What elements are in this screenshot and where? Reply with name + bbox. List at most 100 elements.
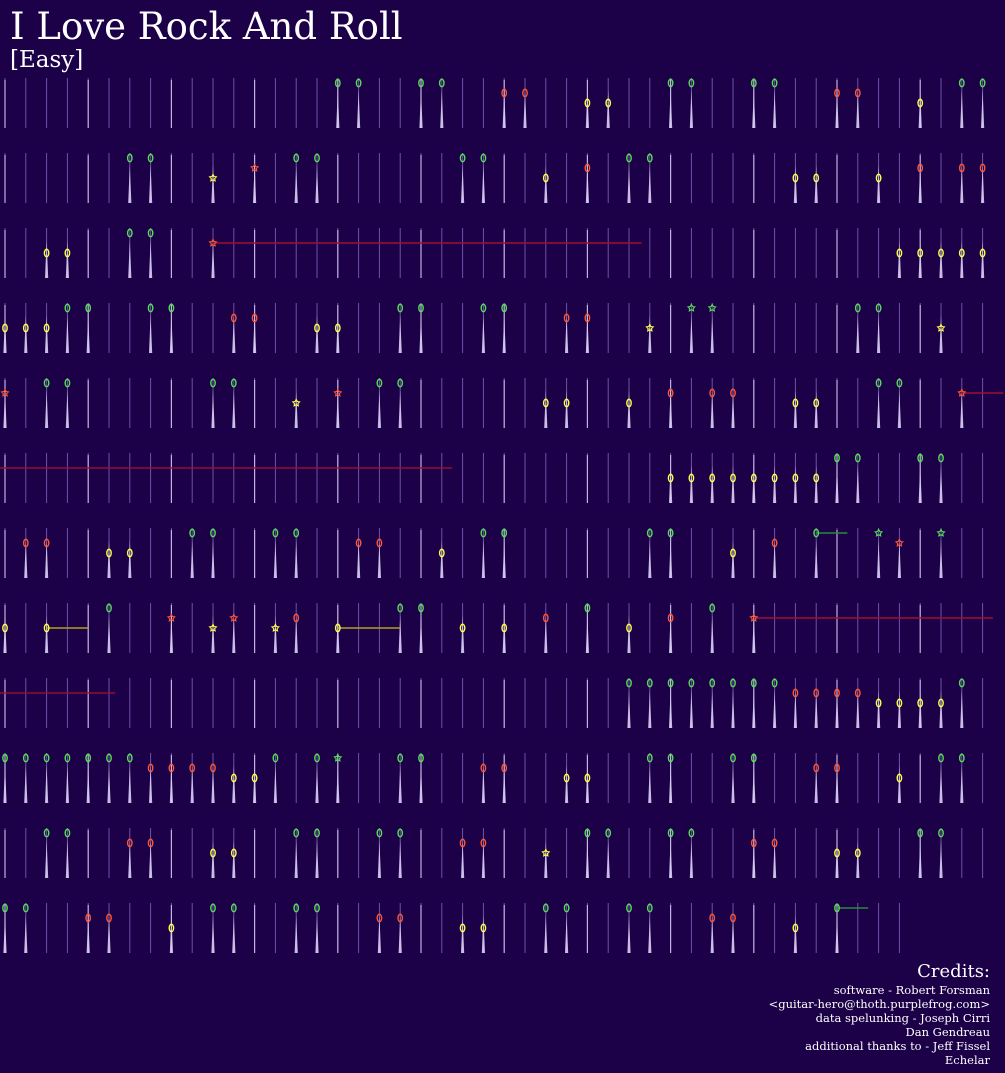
chart-row: [2, 903, 900, 953]
strum-marker: [24, 765, 28, 803]
strum-marker: [273, 540, 277, 578]
strum-marker: [190, 765, 194, 803]
strum-marker: [814, 540, 818, 578]
strum-marker: [939, 690, 943, 728]
strum-marker: [65, 390, 69, 428]
note-green: [958, 78, 965, 88]
note-yellow: [813, 173, 820, 183]
credit-line: Echelar: [944, 1053, 990, 1067]
star-note-red: [229, 613, 239, 622]
note-green: [750, 753, 757, 763]
strum-marker: [149, 240, 153, 278]
strum-marker: [606, 90, 610, 128]
note-yellow: [542, 398, 549, 408]
strum-marker: [648, 165, 652, 203]
note-red: [22, 538, 29, 548]
strum-marker: [710, 315, 714, 353]
star-note-green: [936, 528, 946, 537]
strum-marker: [45, 315, 49, 353]
note-green: [314, 153, 320, 163]
star-note-green: [686, 303, 696, 312]
note-red: [147, 763, 154, 773]
strum-marker: [211, 240, 215, 278]
note-green: [126, 153, 133, 163]
note-yellow: [771, 473, 778, 483]
strum-marker: [731, 540, 735, 578]
strum-marker: [773, 840, 777, 878]
strum-marker: [731, 465, 735, 503]
note-green: [85, 753, 92, 763]
strum-marker: [377, 915, 381, 953]
credit-line: Dan Gendreau: [905, 1025, 990, 1039]
note-green: [771, 678, 778, 688]
strum-marker: [107, 765, 111, 803]
strum-marker: [232, 315, 236, 353]
note-green: [397, 603, 404, 613]
note-green: [147, 153, 154, 163]
strum-marker: [773, 540, 777, 578]
credit-line: <guitar-hero@thoth.purplefrog.com>: [768, 997, 990, 1011]
note-green: [210, 528, 216, 538]
chart-row: [2, 603, 993, 653]
note-green: [293, 828, 300, 838]
star-note-red: [0, 388, 10, 397]
note-yellow: [792, 473, 799, 483]
note-green: [875, 303, 882, 313]
strum-marker: [461, 915, 465, 953]
note-yellow: [813, 398, 820, 408]
strum-marker: [814, 765, 818, 803]
strum-marker: [294, 840, 298, 878]
note-red: [834, 688, 840, 698]
note-yellow: [792, 923, 799, 933]
note-green: [771, 78, 778, 88]
note-green: [480, 153, 487, 163]
note-green: [667, 678, 674, 688]
chart-row: [0, 378, 1004, 428]
star-note-yellow: [208, 173, 218, 182]
star-note-yellow: [270, 623, 280, 632]
strum-marker: [232, 915, 236, 953]
note-green: [667, 753, 674, 763]
note-green: [626, 153, 632, 163]
note-green: [397, 753, 404, 763]
strum-marker: [648, 915, 652, 953]
strum-marker: [149, 165, 153, 203]
note-red: [834, 763, 840, 773]
note-red: [43, 538, 50, 548]
note-yellow: [750, 473, 757, 483]
strum-marker: [211, 540, 215, 578]
strum-marker: [481, 915, 485, 953]
strum-marker: [211, 915, 215, 953]
strum-marker: [45, 540, 49, 578]
strum-marker: [544, 840, 548, 878]
note-red: [251, 313, 258, 323]
note-yellow: [64, 248, 71, 258]
strum-marker: [315, 765, 319, 803]
note-green: [397, 303, 404, 313]
note-red: [501, 763, 508, 773]
strum-marker: [648, 690, 652, 728]
note-green: [2, 753, 8, 763]
strum-marker: [481, 315, 485, 353]
note-green: [584, 603, 591, 613]
strum-marker: [627, 915, 631, 953]
note-yellow: [2, 623, 8, 633]
note-yellow: [854, 848, 861, 858]
strum-marker: [149, 765, 153, 803]
chart-row: [2, 753, 984, 803]
note-green: [64, 828, 71, 838]
star-note-red: [333, 388, 343, 397]
strum-marker: [814, 165, 818, 203]
strum-marker: [856, 465, 860, 503]
note-green: [854, 453, 861, 463]
strum-marker: [877, 390, 881, 428]
note-green: [189, 528, 196, 538]
note-green: [376, 828, 383, 838]
strum-marker: [689, 90, 693, 128]
note-red: [917, 163, 924, 173]
strum-marker: [565, 315, 569, 353]
note-red: [397, 913, 404, 923]
note-yellow: [563, 773, 570, 783]
strum-marker: [24, 915, 28, 953]
note-red: [854, 688, 861, 698]
